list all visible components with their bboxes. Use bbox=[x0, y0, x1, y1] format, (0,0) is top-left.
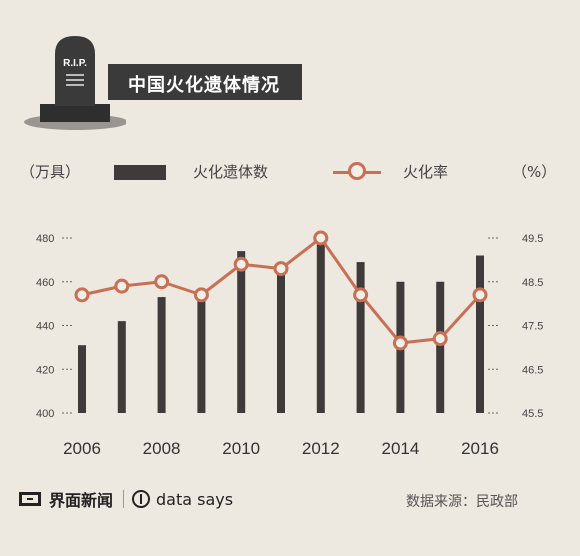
left-tick-label: 480 bbox=[36, 233, 54, 245]
left-tick-label: 460 bbox=[36, 277, 54, 289]
tombstone-icon: R.I.P. bbox=[24, 36, 126, 130]
right-tick-label: 45.5 bbox=[522, 408, 543, 420]
left-tick-label: 400 bbox=[36, 408, 54, 420]
right-axis-unit: （%） bbox=[512, 163, 557, 181]
brand-divider bbox=[123, 490, 125, 508]
rate-point-2012 bbox=[313, 230, 329, 246]
title-bar bbox=[108, 64, 302, 100]
left-tick-label: 420 bbox=[36, 364, 54, 376]
right-tick-label: 46.5 bbox=[522, 364, 543, 376]
rate-point-2015 bbox=[432, 331, 448, 347]
x-tick-label: 2008 bbox=[143, 439, 181, 458]
data-says-logo-icon bbox=[132, 490, 151, 508]
left-axis-unit: （万具） bbox=[20, 163, 81, 181]
chart-title: 中国火化遗体情况 bbox=[128, 75, 280, 96]
x-tick-label: 2010 bbox=[222, 439, 260, 458]
rate-point-2016 bbox=[472, 287, 488, 303]
x-tick-label: 2016 bbox=[461, 439, 499, 458]
x-tick-label: 2006 bbox=[63, 439, 101, 458]
brand-name-cn: 界面新闻 bbox=[49, 491, 114, 510]
bar-2006 bbox=[78, 345, 86, 413]
right-tick-label: 49.5 bbox=[522, 233, 543, 245]
right-tick-label: 48.5 bbox=[522, 277, 543, 289]
bar-2010 bbox=[237, 251, 246, 413]
bar-2012 bbox=[316, 244, 325, 413]
footer-brand: 界面新闻 data says bbox=[19, 487, 233, 511]
legend-bar-label: 火化遗体数 bbox=[193, 163, 269, 181]
rate-point-2010 bbox=[233, 256, 249, 272]
x-tick-label: 2014 bbox=[381, 439, 419, 458]
rate-point-2009 bbox=[193, 287, 209, 303]
brand-name-en: data says bbox=[156, 489, 234, 509]
bar-2015 bbox=[436, 281, 445, 413]
legend-line-marker bbox=[348, 162, 366, 180]
rate-point-2007 bbox=[114, 278, 130, 294]
bar-2011 bbox=[277, 264, 285, 413]
rate-point-2006 bbox=[74, 287, 90, 303]
bar-2009 bbox=[197, 299, 206, 413]
jiemian-logo-icon bbox=[19, 492, 41, 506]
x-tick-label: 2012 bbox=[302, 439, 340, 458]
legend-bar-swatch bbox=[114, 165, 166, 180]
legend-line-label: 火化率 bbox=[403, 163, 449, 181]
rate-point-2011 bbox=[273, 261, 289, 277]
bar-2007 bbox=[117, 321, 126, 413]
tombstone-text: R.I.P. bbox=[63, 58, 87, 69]
right-tick-label: 47.5 bbox=[522, 321, 543, 333]
bar-2008 bbox=[157, 297, 166, 413]
rate-point-2013 bbox=[353, 287, 369, 303]
rate-point-2014 bbox=[392, 335, 408, 351]
source-note: 数据来源：民政部 bbox=[406, 494, 518, 510]
bar-2013 bbox=[356, 262, 365, 413]
rate-point-2008 bbox=[154, 274, 170, 290]
bar-2016 bbox=[476, 255, 484, 413]
left-tick-label: 440 bbox=[36, 321, 54, 333]
